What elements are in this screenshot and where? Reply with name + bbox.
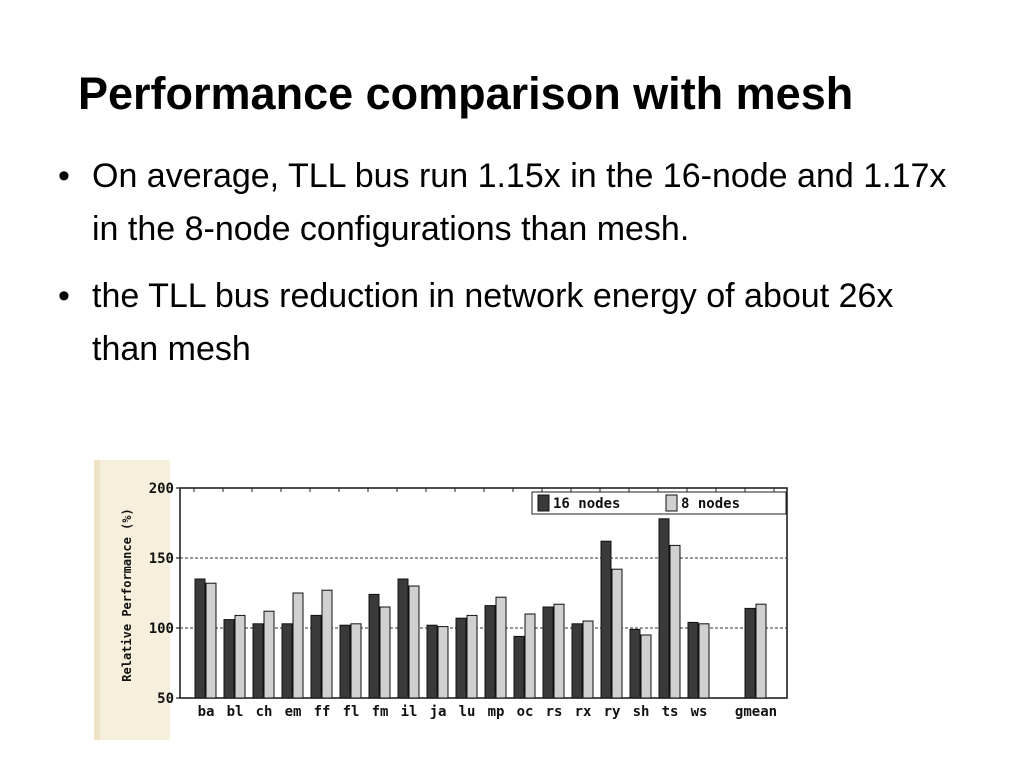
bar-series-2 [263, 610, 275, 699]
bar-series-1 [629, 628, 641, 699]
bar-series-1 [687, 621, 699, 699]
bar-series-2 [379, 606, 391, 699]
scan-background [94, 460, 170, 740]
bar-series-2 [698, 623, 710, 699]
x-tick-label: ws [691, 704, 708, 720]
bar-series-1 [223, 619, 235, 699]
bar-series-2 [466, 614, 478, 699]
bar-series-1 [339, 624, 351, 699]
bullet-dot: • [58, 157, 70, 195]
bar-series-1 [658, 518, 670, 699]
x-tick-label: ba [198, 704, 215, 720]
x-tick-label: ff [314, 704, 331, 720]
bar-series-2 [582, 620, 594, 699]
bar-series-1 [542, 606, 554, 699]
slide-title: Performance comparison with mesh [78, 68, 854, 119]
bar-series-1 [484, 605, 496, 699]
x-tick-label: ja [430, 704, 447, 720]
x-tick-label: mp [488, 704, 505, 720]
bar-series-2 [234, 614, 246, 699]
bar-series-1 [513, 635, 525, 699]
x-tick-label: em [285, 704, 302, 720]
x-tick-label: rx [575, 704, 592, 720]
bar-series-1 [252, 623, 264, 699]
legend-swatch [665, 494, 678, 512]
y-tick-label: 150 [149, 551, 174, 567]
bar-series-1 [571, 623, 583, 699]
bullet-dot: • [58, 277, 70, 315]
bullet-item: • On average, TLL bus run 1.15x in the 1… [58, 150, 958, 256]
bar-series-2 [611, 568, 623, 699]
plot-area [179, 487, 788, 699]
bar-series-2 [205, 582, 217, 699]
x-tick-label: fm [372, 704, 389, 720]
x-tick-label: fl [343, 704, 360, 720]
bar-series-2 [524, 613, 536, 699]
x-tick-label: gmean [735, 704, 777, 720]
y-tick-label: 50 [157, 691, 174, 707]
legend-box [531, 491, 787, 515]
bar-series-2 [321, 589, 333, 699]
bar-series-2 [640, 634, 652, 699]
bar-series-1 [368, 593, 380, 699]
bar-series-2 [495, 596, 507, 699]
bar-series-1 [744, 607, 756, 699]
bullet-text: On average, TLL bus run 1.15x in the 16-… [92, 157, 947, 248]
bar-series-2 [350, 623, 362, 699]
y-axis-label: Relative Performance (%) [120, 508, 134, 681]
scan-edge [94, 460, 100, 740]
bar-series-2 [553, 603, 565, 699]
y-tick-label: 200 [149, 481, 174, 497]
bar-series-1 [600, 540, 612, 699]
bullet-item: • the TLL bus reduction in network energ… [58, 270, 958, 376]
bar-series-2 [292, 592, 304, 699]
bar-series-2 [669, 544, 681, 699]
bar-series-1 [194, 578, 206, 699]
bar-series-1 [426, 624, 438, 699]
bullet-text: the TLL bus reduction in network energy … [92, 277, 894, 368]
x-tick-label: sh [633, 704, 650, 720]
x-tick-label: il [401, 704, 418, 720]
performance-bar-chart: 50 100 150 200 Relative Performance (%) ba bl c… [94, 460, 788, 740]
bar-series-2 [408, 585, 420, 699]
x-tick-label: lu [459, 704, 476, 720]
legend-label: 16 nodes [553, 496, 620, 512]
x-tick-label: ch [256, 704, 273, 720]
bar-series-2 [755, 603, 767, 699]
y-tick-label: 100 [149, 621, 174, 637]
bar-series-1 [455, 617, 467, 699]
bar-series-2 [437, 626, 449, 699]
x-tick-label: oc [517, 704, 534, 720]
x-tick-label: rs [546, 704, 563, 720]
legend-label: 8 nodes [681, 496, 740, 512]
bullet-list: • On average, TLL bus run 1.15x in the 1… [58, 150, 958, 390]
legend-swatch [537, 494, 550, 512]
x-tick-label: bl [227, 704, 244, 720]
bar-series-1 [310, 614, 322, 699]
x-tick-label: ry [604, 704, 621, 720]
bar-series-1 [281, 623, 293, 699]
x-tick-label: ts [662, 704, 679, 720]
bar-series-1 [397, 578, 409, 699]
